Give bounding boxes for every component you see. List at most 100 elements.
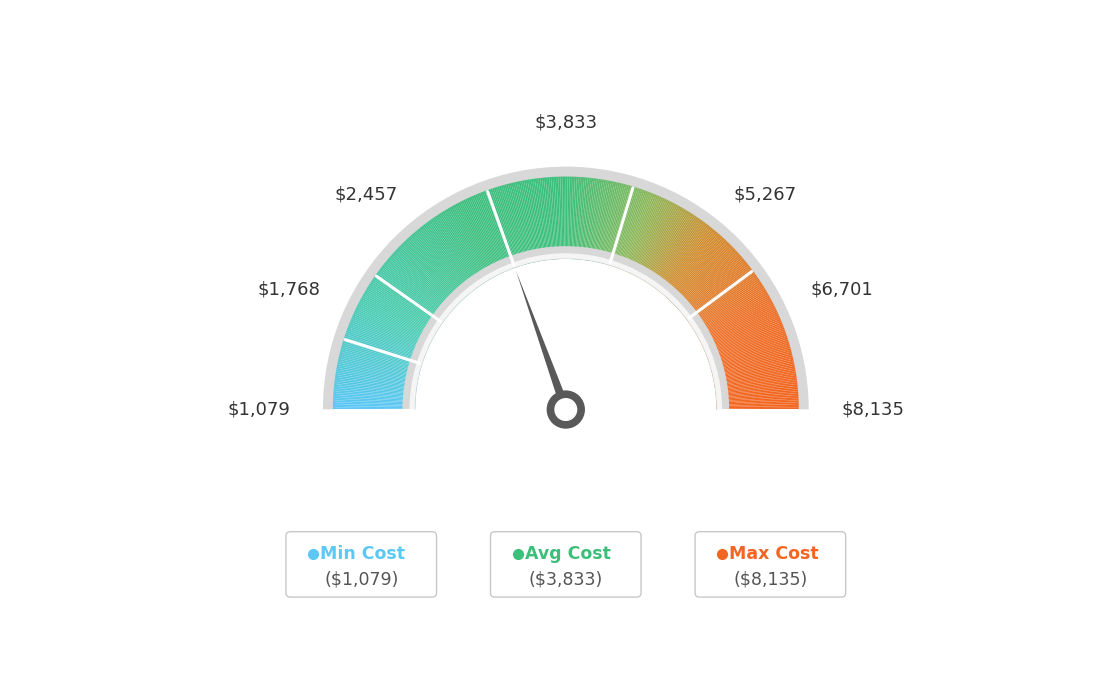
Wedge shape	[468, 197, 503, 273]
Wedge shape	[484, 191, 513, 268]
Wedge shape	[664, 233, 719, 296]
Wedge shape	[707, 329, 785, 359]
Wedge shape	[648, 215, 696, 284]
Wedge shape	[336, 375, 417, 388]
Wedge shape	[372, 279, 442, 326]
Wedge shape	[599, 183, 620, 263]
Wedge shape	[434, 217, 481, 286]
Wedge shape	[545, 177, 554, 259]
Wedge shape	[564, 177, 565, 259]
Text: $5,267: $5,267	[734, 186, 797, 204]
Wedge shape	[569, 177, 571, 259]
Wedge shape	[633, 201, 671, 275]
Wedge shape	[573, 177, 578, 259]
Wedge shape	[412, 234, 467, 297]
Wedge shape	[526, 179, 541, 262]
Wedge shape	[571, 177, 575, 259]
Wedge shape	[474, 195, 507, 271]
Wedge shape	[588, 179, 603, 261]
Wedge shape	[712, 352, 792, 373]
Wedge shape	[405, 239, 463, 301]
Wedge shape	[336, 371, 417, 386]
Wedge shape	[374, 275, 443, 324]
Wedge shape	[337, 368, 417, 384]
Wedge shape	[669, 239, 726, 301]
Wedge shape	[649, 216, 697, 285]
Wedge shape	[602, 184, 624, 264]
Wedge shape	[562, 177, 564, 259]
Wedge shape	[612, 188, 638, 266]
Wedge shape	[654, 220, 703, 288]
Wedge shape	[382, 265, 447, 317]
Wedge shape	[444, 210, 488, 281]
Text: ($1,079): ($1,079)	[325, 570, 399, 588]
Wedge shape	[715, 379, 797, 391]
Wedge shape	[490, 188, 518, 267]
Wedge shape	[678, 254, 741, 310]
Wedge shape	[671, 244, 731, 303]
Wedge shape	[540, 178, 551, 260]
Wedge shape	[670, 241, 728, 302]
Wedge shape	[397, 248, 458, 306]
Wedge shape	[684, 265, 750, 317]
Wedge shape	[421, 226, 473, 292]
Wedge shape	[699, 301, 773, 340]
Wedge shape	[497, 186, 522, 266]
Wedge shape	[422, 226, 474, 291]
Wedge shape	[339, 357, 420, 377]
Wedge shape	[332, 408, 415, 410]
Wedge shape	[644, 210, 688, 281]
Text: Min Cost: Min Cost	[320, 544, 405, 562]
Wedge shape	[502, 185, 527, 264]
Wedge shape	[426, 222, 476, 289]
Wedge shape	[333, 399, 415, 404]
Wedge shape	[309, 410, 822, 667]
Wedge shape	[352, 314, 428, 348]
Wedge shape	[715, 391, 798, 399]
Wedge shape	[581, 178, 592, 260]
Wedge shape	[349, 322, 426, 354]
Wedge shape	[630, 199, 667, 274]
Wedge shape	[686, 268, 752, 319]
Wedge shape	[340, 352, 420, 373]
Wedge shape	[701, 306, 775, 344]
Wedge shape	[656, 222, 705, 289]
Wedge shape	[449, 207, 491, 279]
Wedge shape	[586, 179, 598, 260]
Wedge shape	[710, 339, 788, 365]
Wedge shape	[367, 288, 437, 332]
Wedge shape	[629, 198, 665, 273]
Wedge shape	[576, 177, 584, 259]
Wedge shape	[335, 377, 416, 389]
Wedge shape	[667, 237, 724, 299]
Wedge shape	[710, 341, 789, 366]
Wedge shape	[338, 360, 418, 379]
Wedge shape	[714, 371, 796, 386]
Wedge shape	[360, 299, 433, 339]
Wedge shape	[691, 280, 761, 327]
Wedge shape	[431, 219, 479, 287]
Wedge shape	[506, 184, 529, 264]
Wedge shape	[363, 293, 436, 335]
Wedge shape	[712, 353, 793, 375]
Wedge shape	[333, 395, 415, 402]
Wedge shape	[698, 296, 769, 337]
Wedge shape	[357, 306, 431, 344]
Wedge shape	[333, 388, 416, 397]
Wedge shape	[598, 182, 618, 263]
Wedge shape	[705, 324, 783, 355]
Wedge shape	[561, 177, 563, 259]
Wedge shape	[716, 393, 798, 400]
Wedge shape	[714, 375, 796, 388]
Wedge shape	[682, 261, 746, 315]
Wedge shape	[675, 248, 735, 306]
Wedge shape	[713, 362, 794, 380]
Wedge shape	[411, 235, 466, 297]
Wedge shape	[715, 382, 797, 393]
Wedge shape	[457, 203, 497, 277]
Wedge shape	[333, 402, 415, 406]
Text: Max Cost: Max Cost	[729, 544, 819, 562]
Wedge shape	[666, 235, 721, 297]
Wedge shape	[580, 177, 590, 259]
Wedge shape	[343, 339, 422, 365]
